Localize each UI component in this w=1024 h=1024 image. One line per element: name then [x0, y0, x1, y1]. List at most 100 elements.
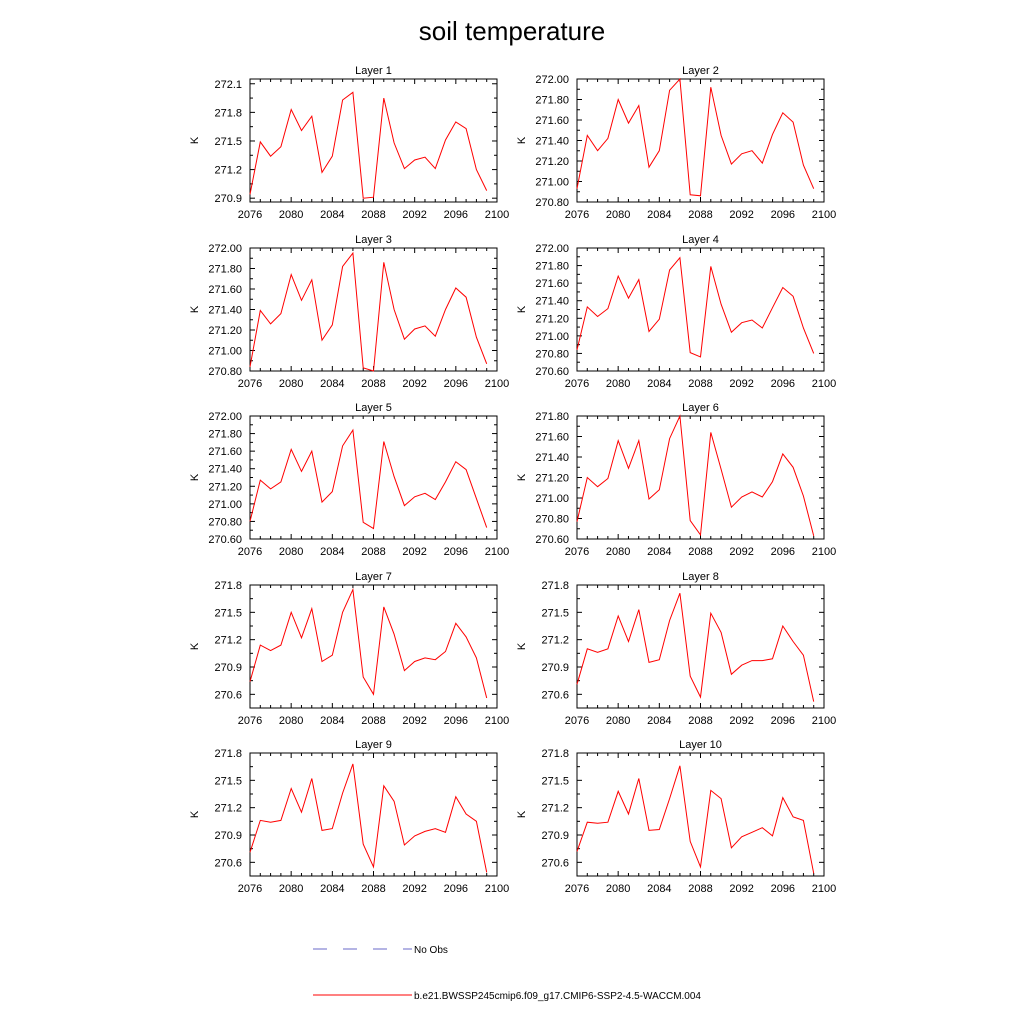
y-tick-label: 271.40 [535, 452, 569, 464]
y-tick-label: 271.2 [214, 165, 242, 177]
series-line [249, 428, 488, 530]
x-tick-label: 2076 [565, 209, 589, 221]
x-tick-label: 2096 [444, 378, 468, 390]
x-tick-label: 2076 [238, 546, 262, 558]
y-tick-label: 270.9 [214, 193, 242, 205]
x-tick-label: 2096 [444, 883, 468, 895]
panel-title: Layer 9 [355, 739, 392, 751]
panel-layer-4: Layer 4 K 2076 2080 2084 2088 2092 2096 2100 270.… [516, 234, 836, 390]
y-tick-label: 271.5 [214, 607, 242, 619]
series-line [576, 765, 815, 874]
x-tick-label: 2076 [565, 883, 589, 895]
plot-frame [249, 415, 498, 540]
x-tick-label: 2080 [279, 378, 303, 390]
panel-title: Layer 5 [355, 402, 392, 414]
y-tick-label: 270.80 [208, 366, 242, 378]
y-tick-label: 270.9 [541, 662, 569, 674]
y-tick-label: 271.2 [541, 803, 569, 815]
x-tick-label: 2080 [279, 546, 303, 558]
y-tick-label: 270.6 [214, 689, 242, 701]
panel-title: Layer 2 [682, 65, 719, 77]
x-tick-label: 2092 [402, 378, 426, 390]
y-tick-label: 270.60 [535, 534, 569, 546]
series-line [249, 763, 488, 873]
y-axis-label: K [516, 305, 528, 313]
x-tick-label: 2084 [647, 883, 671, 895]
y-tick-label: 271.40 [208, 305, 242, 317]
y-axis-label: K [516, 136, 528, 144]
x-tick-label: 2076 [565, 715, 589, 727]
y-tick-label: 272.00 [208, 243, 242, 255]
y-tick-label: 271.40 [535, 296, 569, 308]
x-tick-label: 2088 [688, 209, 712, 221]
y-tick-label: 270.6 [541, 857, 569, 869]
y-tick-label: 271.00 [535, 331, 569, 343]
y-tick-label: 271.80 [208, 264, 242, 276]
panels-group: Layer 1 K 2076 2080 2084 2088 2092 2096 2100 270.… [189, 65, 836, 895]
y-tick-label: 271.00 [208, 346, 242, 358]
y-tick-label: 271.00 [535, 493, 569, 505]
y-tick-label: 272.00 [535, 243, 569, 255]
y-tick-label: 270.6 [541, 689, 569, 701]
x-tick-label: 2092 [729, 715, 753, 727]
y-tick-label: 271.5 [214, 775, 242, 787]
y-tick-label: 271.60 [208, 446, 242, 458]
x-tick-label: 2080 [606, 715, 630, 727]
legend: No Obs b.e21.BWSSP245cmip6.f09_g17.CMIP6… [313, 945, 701, 1002]
y-tick-label: 271.8 [541, 748, 569, 760]
x-tick-label: 2088 [361, 378, 385, 390]
x-tick-label: 2080 [606, 209, 630, 221]
x-tick-label: 2084 [320, 883, 344, 895]
panel-layer-7: Layer 7 K 2076 2080 2084 2088 2092 2096 2100 270.… [189, 571, 509, 727]
y-tick-label: 271.8 [214, 580, 242, 592]
x-tick-label: 2084 [647, 715, 671, 727]
x-tick-label: 2088 [361, 883, 385, 895]
x-tick-label: 2092 [729, 546, 753, 558]
x-tick-label: 2092 [402, 209, 426, 221]
x-tick-label: 2080 [279, 715, 303, 727]
x-tick-label: 2100 [485, 883, 509, 895]
x-tick-label: 2076 [238, 209, 262, 221]
panel-layer-10: Layer 10 K 2076 2080 2084 2088 2092 2096 2100 270… [516, 739, 836, 895]
x-tick-label: 2100 [485, 378, 509, 390]
plot-frame [249, 752, 498, 877]
panel-title: Layer 8 [682, 571, 719, 583]
y-tick-label: 271.80 [535, 411, 569, 423]
x-tick-label: 2096 [444, 715, 468, 727]
y-tick-label: 271.60 [535, 432, 569, 444]
y-tick-label: 271.80 [208, 429, 242, 441]
x-tick-label: 2096 [771, 715, 795, 727]
x-tick-label: 2092 [402, 715, 426, 727]
y-tick-label: 271.20 [535, 313, 569, 325]
series-line [249, 251, 488, 372]
y-tick-label: 271.20 [208, 325, 242, 337]
y-tick-label: 272.00 [208, 411, 242, 423]
x-tick-label: 2084 [320, 546, 344, 558]
plot-frame [249, 78, 498, 203]
legend-obs-label: No Obs [414, 945, 448, 956]
x-tick-label: 2084 [320, 715, 344, 727]
y-tick-label: 272.00 [535, 74, 569, 86]
y-tick-label: 271.00 [535, 177, 569, 189]
panel-layer-9: Layer 9 K 2076 2080 2084 2088 2092 2096 2100 270.… [189, 739, 509, 895]
x-tick-label: 2076 [238, 883, 262, 895]
x-tick-label: 2096 [444, 209, 468, 221]
y-tick-label: 271.80 [535, 261, 569, 273]
panel-title: Layer 4 [682, 234, 719, 246]
y-tick-label: 270.6 [214, 857, 242, 869]
y-axis-label: K [516, 642, 528, 650]
x-tick-label: 2100 [485, 546, 509, 558]
y-tick-label: 271.2 [214, 635, 242, 647]
x-tick-label: 2092 [729, 209, 753, 221]
x-tick-label: 2084 [647, 546, 671, 558]
y-axis-label: K [516, 810, 528, 818]
y-tick-label: 271.2 [214, 803, 242, 815]
x-tick-label: 2092 [402, 546, 426, 558]
x-tick-label: 2096 [444, 546, 468, 558]
x-tick-label: 2100 [485, 715, 509, 727]
x-tick-label: 2080 [606, 546, 630, 558]
x-tick-label: 2084 [320, 209, 344, 221]
x-tick-label: 2084 [320, 378, 344, 390]
x-tick-label: 2096 [771, 546, 795, 558]
series-line [576, 77, 815, 197]
